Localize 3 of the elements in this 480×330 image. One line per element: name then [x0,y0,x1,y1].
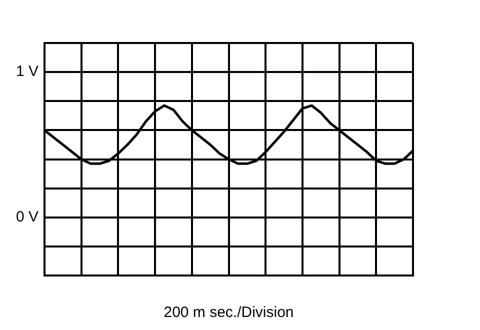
x-axis-title: 200 m sec./Division [164,304,294,322]
y-tick-label: 1 V [16,63,39,80]
y-tick-label: 0 V [16,208,39,226]
